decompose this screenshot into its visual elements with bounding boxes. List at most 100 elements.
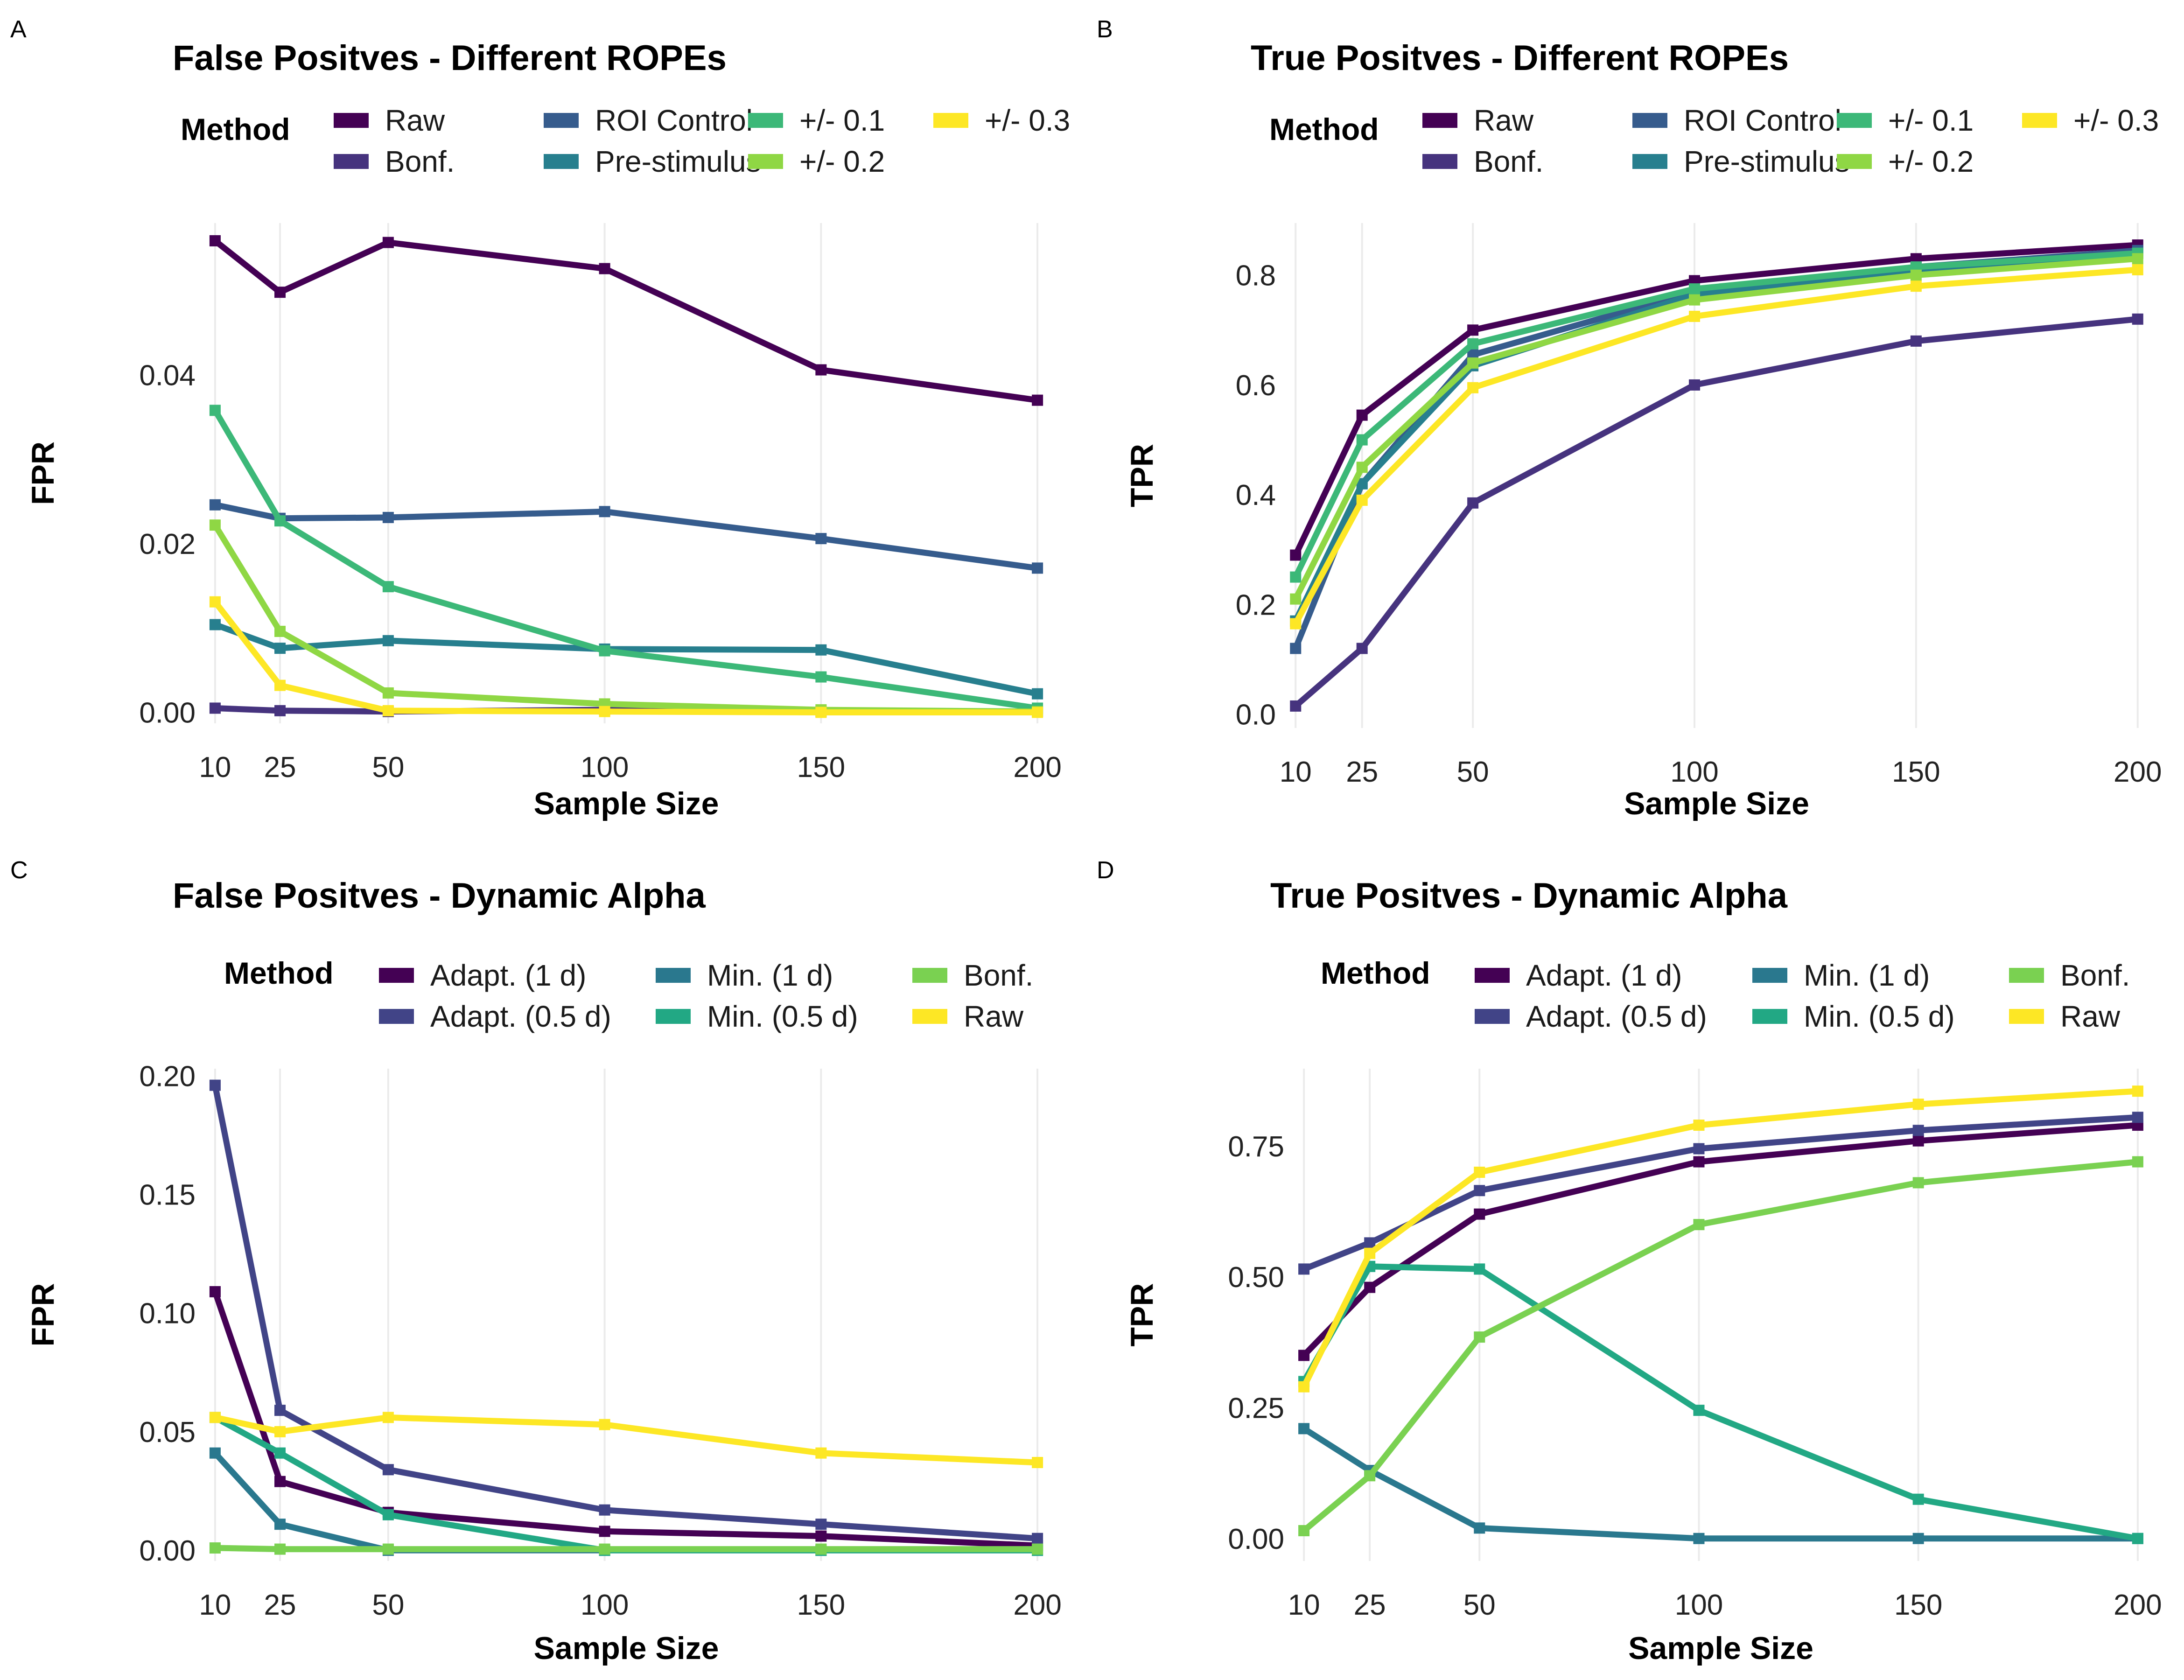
data-point: [382, 1412, 394, 1423]
series-line: [212, 599, 1041, 715]
chart-title: False Positves - Dynamic Alpha: [173, 876, 706, 916]
data-point: [274, 515, 286, 527]
data-point: [599, 506, 610, 518]
data-point: [274, 1519, 286, 1530]
data-point: [1032, 688, 1043, 700]
legend-label: +/- 0.1: [1888, 104, 1974, 137]
data-point: [1467, 324, 1479, 336]
data-point: [1689, 283, 1701, 295]
legend-label: +/- 0.1: [799, 104, 885, 137]
series-line: [1301, 1425, 2141, 1542]
panel-c: C False Positves - Dynamic Alpha Method Ada…: [10, 857, 1062, 1666]
legend-label: Bonf.: [2060, 959, 2130, 992]
data-point: [209, 499, 221, 511]
data-point: [1912, 1135, 1924, 1147]
panel-letter: D: [1097, 857, 1114, 884]
y-tick-label: 0.04: [139, 359, 196, 392]
series-line: [1292, 255, 2141, 602]
data-point: [815, 1530, 827, 1542]
data-point: [1356, 409, 1368, 421]
series-group: [1290, 239, 2143, 712]
gridlines: [214, 223, 1039, 723]
y-axis-label: TPR: [1124, 444, 1160, 507]
x-axis: 10 25 50 100 150 200: [1288, 1589, 2162, 1621]
data-point: [1467, 357, 1479, 369]
data-point: [1356, 643, 1368, 654]
legend-key: [2009, 968, 2044, 983]
legend: Method Adapt. (1 d) Adapt. (0.5 d) Min. (1 …: [1321, 956, 2130, 1033]
x-tick-label: 25: [1346, 756, 1378, 788]
series-line: [212, 502, 1041, 571]
data-point: [1912, 1177, 1924, 1189]
data-point: [599, 1504, 610, 1516]
legend-key: [1422, 154, 1457, 169]
series-line: [212, 1082, 1041, 1542]
series-line: [1301, 1122, 2141, 1358]
data-point: [274, 1543, 286, 1555]
legend-key: [656, 1009, 691, 1024]
data-point: [274, 1447, 286, 1459]
data-point: [1032, 562, 1043, 574]
data-point: [1032, 707, 1043, 718]
data-point: [1032, 1533, 1043, 1544]
data-point: [1467, 338, 1479, 350]
data-point: [1032, 1543, 1043, 1555]
legend-key: [933, 113, 968, 128]
legend-key: [1632, 113, 1667, 128]
y-axis: 0.0 0.2 0.4 0.6 0.8: [1236, 260, 1276, 731]
data-point: [209, 702, 221, 714]
data-point: [1912, 1099, 1924, 1110]
data-point: [382, 1509, 394, 1520]
data-point: [382, 1543, 394, 1555]
x-tick-label: 150: [797, 751, 845, 784]
y-axis-label: FPR: [25, 1283, 61, 1347]
data-point: [2132, 1085, 2143, 1097]
data-point: [209, 1412, 221, 1423]
legend-key: [379, 968, 414, 983]
x-axis-label: Sample Size: [1628, 1631, 1813, 1666]
data-point: [1474, 1185, 1485, 1197]
y-axis-label: FPR: [25, 441, 61, 505]
x-tick-label: 200: [2114, 1589, 2162, 1621]
series-line: [1301, 1114, 2141, 1272]
legend-label: Bonf.: [1474, 145, 1543, 178]
data-point: [2132, 253, 2143, 265]
data-point: [209, 235, 221, 246]
data-point: [1356, 434, 1368, 446]
series-line: [1292, 266, 2141, 627]
y-tick-label: 0.75: [1228, 1131, 1284, 1163]
legend-key: [334, 113, 369, 128]
legend-key: [912, 968, 947, 983]
data-point: [599, 1543, 610, 1555]
panel-letter: B: [1097, 16, 1113, 43]
data-point: [1689, 310, 1701, 322]
x-axis-label: Sample Size: [534, 786, 719, 821]
legend-label: Adapt. (0.5 d): [1526, 1000, 1707, 1033]
y-tick-label: 0.50: [1228, 1261, 1284, 1294]
data-point: [382, 237, 394, 248]
data-point: [1298, 1263, 1310, 1275]
data-point: [599, 263, 610, 274]
legend-key: [379, 1009, 414, 1024]
y-tick-label: 0.10: [139, 1298, 196, 1330]
data-point: [1689, 379, 1701, 391]
y-tick-label: 0.4: [1236, 479, 1276, 511]
data-point: [274, 643, 286, 654]
legend-key: [748, 154, 783, 169]
y-tick-label: 0.00: [139, 697, 196, 729]
data-point: [274, 679, 286, 691]
data-point: [1912, 1125, 1924, 1136]
y-tick-label: 0.00: [1228, 1523, 1284, 1555]
y-axis-label: TPR: [1124, 1283, 1160, 1347]
data-point: [382, 1464, 394, 1476]
data-point: [274, 1405, 286, 1416]
panel-letter: C: [10, 857, 28, 884]
x-tick-label: 25: [264, 751, 296, 784]
data-point: [2132, 264, 2143, 275]
x-tick-label: 200: [1013, 1589, 1061, 1621]
data-point: [599, 1526, 610, 1537]
data-point: [382, 705, 394, 716]
panel-a: A False Positves - Different ROPEs Method R…: [10, 16, 1070, 821]
legend-label: Raw: [2060, 1000, 2121, 1033]
x-tick-label: 150: [1894, 1589, 1942, 1621]
